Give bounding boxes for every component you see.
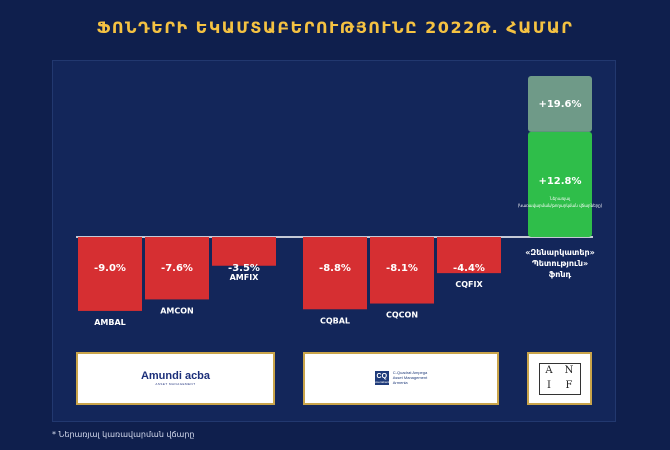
bar-value-label: -7.6% — [161, 263, 193, 274]
category-label: AMCON — [160, 306, 194, 315]
category-label: CQCON — [386, 311, 418, 320]
bar — [370, 237, 434, 304]
category-label: ֆոնդ — [549, 270, 572, 279]
chart-panel: -9.0% AMBAL -7.6% AMCON -3.5% AMFIX -8.8% CQBAL… — [52, 60, 616, 422]
bar-segment-extra — [528, 76, 592, 132]
bar-value-label: -3.5% — [228, 263, 260, 274]
bar — [303, 237, 367, 310]
amundi-logo-name: Amundi acba — [140, 370, 211, 382]
bar — [528, 131, 592, 237]
footnote: * Ներառյալ կառավարման վճարը — [52, 430, 195, 439]
bar-value-label: -8.1% — [386, 263, 418, 274]
bar — [212, 237, 276, 266]
cq-logo-text: C-Quadrat Ampega Asset Management Armeni… — [392, 370, 428, 385]
cquadrat-logo: CQ Ameriabank C-Quadrat Ampega Asset Man… — [303, 352, 499, 405]
bar — [437, 237, 501, 274]
chart-title: ՖՈՆԴԵՐԻ ԵԿԱՄՏԱԲԵՐՈՒԹՅՈՒՆԸ 2022Թ. ՀԱՄԱՐ — [96, 18, 574, 37]
category-label: Պետություն» — [532, 259, 588, 268]
bar-value-label: -8.8% — [319, 263, 351, 274]
category-label: CQBAL — [320, 316, 350, 325]
bar-value-label: -9.0% — [94, 263, 126, 274]
bar — [78, 237, 142, 311]
category-label: «Զենարկատեր» — [525, 248, 595, 257]
bar-value-label-extra: +19.6% — [538, 99, 581, 110]
cq-logo-mark: CQ Ameriabank — [373, 371, 390, 386]
amundi-logo-sub: ASSET MANAGEMENT — [155, 382, 196, 386]
bar-value-label: -4.4% — [453, 263, 485, 274]
amundi-acba-logo: Amundi acba ASSET MANAGEMENT — [76, 352, 275, 405]
anif-logo: A N I F — [527, 352, 592, 405]
bar-value-label: +12.8% — [538, 176, 581, 187]
category-label: CQFIX — [455, 280, 483, 289]
category-label: AMBAL — [94, 318, 126, 327]
bar-note-text: (Կառավարման/թողարկման վճարները) — [518, 203, 603, 208]
bar-note-text: Ներառյալ — [550, 196, 571, 201]
category-label: AMFIX — [230, 273, 260, 282]
bar-chart: -9.0% AMBAL -7.6% AMCON -3.5%AMFIX -8.8% CQBAL… — [76, 76, 603, 327]
anif-logo-mark: A N I F — [538, 362, 581, 395]
bar — [145, 237, 209, 300]
